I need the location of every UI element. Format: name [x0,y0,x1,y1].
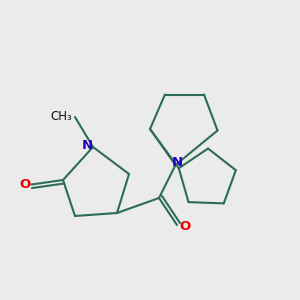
Text: N: N [171,155,183,169]
Text: CH₃: CH₃ [51,110,72,124]
Text: N: N [82,139,93,152]
Text: O: O [180,220,191,233]
Text: O: O [19,178,31,191]
